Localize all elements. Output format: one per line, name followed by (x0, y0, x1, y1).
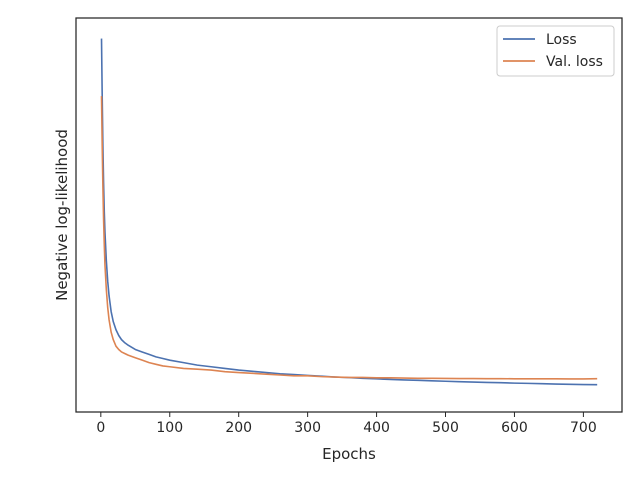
x-tick-label: 700 (570, 420, 597, 436)
y-axis-title: Negative log-likelihood (53, 129, 71, 301)
legend-label-2: Val. loss (546, 54, 603, 70)
x-axis-title: Epochs (322, 445, 376, 463)
x-tick-label: 500 (432, 420, 459, 436)
x-tick-label: 300 (294, 420, 321, 436)
x-tick-label: 100 (156, 420, 183, 436)
series-line-2 (100, 96, 598, 380)
legend-label-1: Loss (546, 32, 577, 48)
x-tick-label: 200 (225, 420, 252, 436)
plot-area-frame (75, 17, 623, 413)
legend: Loss Val. loss (496, 25, 615, 77)
x-tick-label: 0 (96, 420, 105, 436)
x-tick-label: 400 (363, 420, 390, 436)
x-tick-label: 600 (501, 420, 528, 436)
series-line-1 (100, 38, 598, 386)
series-layer (100, 38, 598, 386)
x-axis: 0 100 200 300 400 500 600 700 (96, 412, 597, 436)
